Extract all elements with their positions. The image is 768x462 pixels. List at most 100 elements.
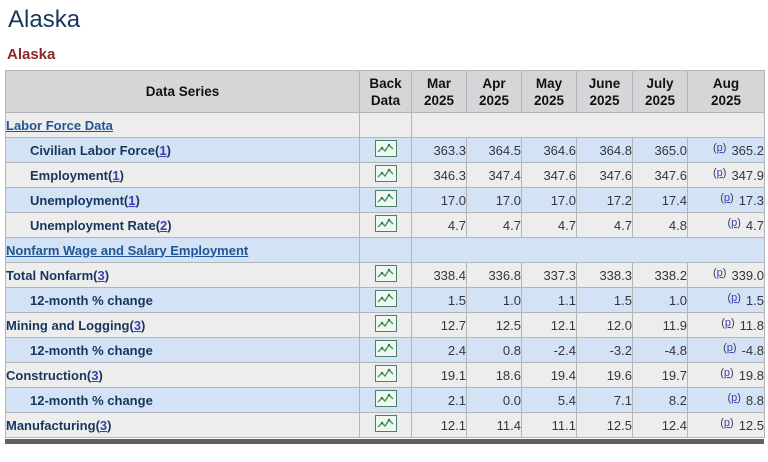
value: 11.1 (551, 417, 576, 433)
back-data-cell (359, 137, 412, 163)
value-cell: 5.4 (521, 387, 577, 413)
value: 17.0 (440, 192, 466, 208)
preliminary-link[interactable]: p (731, 292, 738, 304)
table-row: Unemployment Rate(2) 4.7 4.7 4.7 4.7 4.8 (p) 4… (5, 212, 765, 238)
value: 347.9 (731, 168, 764, 183)
footnote-link[interactable]: 3 (97, 267, 105, 283)
column-header-month: June 2025 (576, 70, 633, 113)
table-row: Unemployment(1) 17.0 17.0 17.0 17.2 17.4 (p) 1… (5, 187, 765, 213)
section-link[interactable]: Nonfarm Wage and Salary Employment (6, 242, 249, 258)
preliminary-link[interactable]: p (716, 142, 723, 154)
value-cell: 338.3 (576, 262, 633, 288)
value: 8.2 (668, 392, 687, 408)
back-data-cell (359, 237, 412, 263)
value: 19.7 (661, 367, 687, 383)
back-data-cell (359, 262, 412, 288)
back-data-chart-link[interactable] (374, 340, 397, 357)
back-data-chart-link[interactable] (374, 415, 397, 432)
value-cell: 337.3 (521, 262, 577, 288)
back-data-chart-link[interactable] (374, 215, 397, 232)
value: 1.5 (745, 293, 764, 308)
footnote-link[interactable]: 3 (133, 317, 142, 333)
back-data-chart-link[interactable] (374, 390, 397, 407)
value: 365.2 (731, 143, 764, 158)
value-cell: (p) 8.8 (687, 387, 765, 413)
value-cell: 12.1 (411, 412, 467, 438)
back-data-chart-link[interactable] (374, 165, 397, 182)
series-label-cell: 12-month % change (5, 287, 360, 313)
back-data-chart-link[interactable] (374, 365, 397, 382)
back-data-cell (359, 362, 412, 388)
value-cell: 336.8 (466, 262, 522, 288)
back-data-chart-link[interactable] (374, 290, 397, 307)
value-cell: 19.4 (521, 362, 577, 388)
footnote-link[interactable]: 2 (160, 217, 168, 233)
preliminary-link[interactable]: p (731, 392, 738, 404)
back-data-chart-link[interactable] (374, 265, 397, 282)
back-data-chart-link[interactable] (374, 190, 397, 207)
value-cell: 364.6 (521, 137, 577, 163)
preliminary-link[interactable]: p (723, 192, 731, 204)
table-body: Labor Force Data Civilian Labor Force(1) … (5, 112, 765, 438)
value: -4.8 (664, 342, 687, 358)
series-label-cell: Mining and Logging(3) (5, 312, 360, 338)
value-cell: 11.4 (466, 412, 522, 438)
value-cell: 2.4 (411, 337, 467, 363)
back-data-cell (359, 412, 412, 438)
back-data-chart-link[interactable] (374, 140, 397, 157)
value: 5.4 (557, 392, 576, 408)
footnote-link[interactable]: 1 (159, 142, 167, 158)
value-cell: 18.6 (466, 362, 522, 388)
value: 4.7 (557, 217, 576, 233)
back-data-cell (359, 287, 412, 313)
table-row: Mining and Logging(3) 12.7 12.5 12.1 12.0 11… (5, 312, 765, 338)
value-cell: 0.8 (466, 337, 522, 363)
table-row: Labor Force Data (5, 112, 765, 138)
series-label: Civilian Labor Force (30, 142, 155, 158)
preliminary-link[interactable]: p (723, 417, 731, 429)
preliminary-link[interactable]: p (716, 167, 723, 179)
preliminary-link[interactable]: p (723, 367, 731, 379)
series-label: Employment (30, 167, 109, 183)
value: 4.7 (447, 217, 466, 233)
value: 17.0 (495, 192, 521, 208)
value-cell: (p) 12.5 (687, 412, 765, 438)
series-label-cell: Manufacturing(3) (5, 412, 360, 438)
footnote-link[interactable]: 3 (91, 367, 99, 383)
series-label: 12-month % change (30, 342, 153, 358)
value: 339.0 (731, 268, 764, 283)
value-cell: 12.5 (466, 312, 522, 338)
table-row: 12-month % change 2.1 0.0 5.4 7.1 8.2 (p) 8.8 (5, 387, 765, 413)
value: 17.0 (550, 192, 576, 208)
value: 19.6 (606, 367, 632, 383)
preliminary-marker: (p) (727, 217, 741, 229)
back-data-chart-link[interactable] (374, 315, 397, 332)
section-empty-cell (411, 237, 765, 263)
value: 1.5 (613, 292, 632, 308)
value-cell: (p) 11.8 (687, 312, 765, 338)
value: 347.6 (599, 167, 632, 183)
preliminary-link[interactable]: p (726, 342, 733, 354)
series-label: 12-month % change (30, 392, 153, 408)
footnote-link[interactable]: 3 (99, 417, 108, 433)
value: 338.2 (654, 267, 687, 283)
preliminary-link[interactable]: p (724, 317, 731, 329)
back-data-cell (359, 312, 412, 338)
value-cell: 338.4 (411, 262, 467, 288)
preliminary-marker: (p) (727, 292, 741, 304)
value: 11.4 (496, 417, 521, 433)
footnote-link[interactable]: 1 (112, 167, 120, 183)
series-label: Total Nonfarm (6, 267, 94, 283)
section-link[interactable]: Labor Force Data (6, 117, 113, 133)
table-row: Manufacturing(3) 12.1 11.4 11.1 12.5 12.4 (p)… (5, 412, 765, 438)
sparkline-chart-icon (374, 215, 397, 232)
value: -3.2 (609, 342, 632, 358)
sparkline-chart-icon (374, 390, 397, 407)
preliminary-link[interactable]: p (731, 217, 738, 229)
value: 17.2 (606, 192, 632, 208)
footnote-link[interactable]: 1 (128, 192, 136, 208)
preliminary-link[interactable]: p (716, 267, 723, 279)
series-label-cell: 12-month % change (5, 387, 360, 413)
value-cell: 4.7 (466, 212, 522, 238)
value-cell: 363.3 (411, 137, 467, 163)
